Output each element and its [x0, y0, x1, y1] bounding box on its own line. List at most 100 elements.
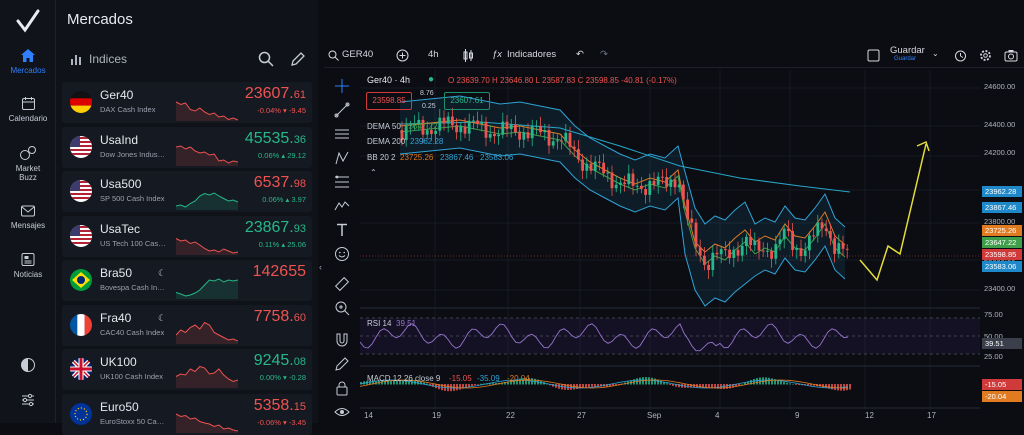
macd-histogram-bar	[750, 380, 752, 385]
candle-body	[488, 134, 492, 138]
candle-body	[724, 249, 727, 251]
rsi-tick: 25.00	[984, 352, 1003, 361]
instrument-row[interactable]: Bra50 ☾ Bovespa Cash In… 142655	[62, 260, 312, 301]
candle-body	[459, 126, 463, 133]
candle-body	[661, 176, 664, 178]
instrument-row[interactable]: Ger40 DAX Cash Index 23607.61 -0.04% ▾ -9.4…	[62, 82, 312, 123]
pattern-icon[interactable]	[334, 150, 350, 166]
sell-button[interactable]: 23598.85	[366, 92, 412, 110]
horizontal-lines-icon[interactable]	[334, 126, 350, 142]
collapse-panel-icon[interactable]: ‹	[319, 262, 322, 272]
interval-selector[interactable]: 4h	[428, 49, 439, 60]
search-icon[interactable]	[328, 50, 339, 61]
macd-histogram-bar	[708, 384, 710, 388]
candle-body	[820, 222, 824, 229]
macd-histogram-bar	[480, 383, 482, 385]
rsi-line	[359, 323, 849, 352]
home-icon	[21, 49, 35, 62]
add-symbol-icon[interactable]	[396, 49, 409, 62]
redo-icon[interactable]: ↷	[600, 49, 608, 60]
macd-histogram-bar	[591, 384, 593, 387]
chart-canvas[interactable]: 14 19 22 27 Sep 4 9 12 17	[359, 70, 980, 423]
edit-pencil-icon[interactable]	[290, 51, 306, 67]
fib-icon[interactable]	[334, 174, 350, 190]
layout-square-icon[interactable]	[867, 49, 880, 62]
pencil-lock-icon[interactable]	[334, 356, 350, 372]
dema50-label[interactable]: DEMA 50	[367, 122, 401, 131]
save-button[interactable]: Guardar	[890, 45, 925, 56]
lock-icon[interactable]	[334, 380, 350, 396]
chevron-up-icon[interactable]: ⌃	[370, 168, 377, 177]
price-tick: 24400.00	[984, 120, 1016, 129]
wave-icon[interactable]	[334, 198, 350, 214]
instrument-row[interactable]: Usa500 SP 500 Cash Index 6537.98 0.06% ▴ 3.…	[62, 171, 312, 212]
indicators-button[interactable]: Indicadores	[507, 49, 557, 60]
instrument-price: 5358.15	[253, 396, 306, 414]
search-icon[interactable]	[258, 51, 274, 67]
nav-messages[interactable]: Mensajes	[0, 204, 56, 230]
nav-calendar[interactable]: Calendario	[0, 96, 56, 123]
bb-lower-value: 23583.06	[480, 153, 514, 162]
symbol-selector[interactable]: GER40	[342, 49, 374, 60]
candle-body	[640, 185, 643, 189]
settings-sliders-icon[interactable]	[20, 392, 36, 408]
candle-body	[509, 124, 513, 130]
candle-body	[682, 184, 685, 200]
zoom-in-icon[interactable]	[334, 300, 350, 316]
bollinger-upper-line	[399, 95, 846, 228]
emoji-icon[interactable]	[334, 246, 350, 262]
crosshair-icon[interactable]	[334, 78, 350, 94]
trendline-icon[interactable]	[334, 102, 350, 118]
price-chart[interactable]: 14 19 22 27 Sep 4 9 12 17 Ger40 · 4h ● O 23639.7…	[359, 70, 980, 423]
macd-histogram-bar	[612, 384, 614, 387]
macd-histogram-bar	[522, 378, 524, 385]
buy-button[interactable]: 23607.61	[444, 92, 490, 110]
gear-icon[interactable]	[979, 49, 992, 62]
macd-histogram-bar	[369, 380, 371, 385]
camera-icon[interactable]	[1004, 49, 1018, 62]
nav-market-buzz[interactable]: Market Buzz	[0, 145, 56, 182]
candle-body	[472, 120, 475, 122]
macd-histogram-bar	[384, 381, 386, 385]
ruler-icon[interactable]	[334, 276, 350, 292]
candle-body	[719, 249, 723, 255]
undo-icon[interactable]: ↶	[576, 49, 584, 60]
nav-news[interactable]: Noticias	[0, 252, 56, 279]
instrument-row[interactable]: Euro50 EuroStoxx 50 Ca… 5358.15 -0.06% ▾ -3…	[62, 393, 312, 435]
macd-label[interactable]: MACD 12 26 close 9	[367, 374, 441, 383]
eye-icon[interactable]	[334, 404, 350, 420]
candle-body	[442, 117, 446, 124]
calendar-icon	[21, 97, 35, 110]
instrument-row[interactable]: Fra40 ☾ CAC40 Cash Index 7758.60	[62, 304, 312, 346]
bb-label[interactable]: BB 20 2	[367, 153, 396, 162]
projection-arrowhead	[916, 140, 930, 152]
macd-histogram-bar	[399, 380, 401, 385]
magnet-icon[interactable]	[334, 332, 350, 348]
logo-check-icon[interactable]	[14, 8, 42, 36]
time-tick: 9	[795, 411, 800, 420]
alert-clock-icon[interactable]	[954, 49, 967, 62]
instrument-price: 9245.08	[253, 352, 306, 369]
dema200-label[interactable]: DEMA 200	[367, 137, 406, 146]
macd-histogram-bar	[795, 384, 797, 385]
macd-histogram-bar	[405, 379, 407, 385]
instrument-row[interactable]: UsaTec US Tech 100 Cas… 23867.93 0.11% ▴ 25…	[62, 215, 312, 257]
macd-histogram-bar	[771, 378, 773, 385]
text-icon[interactable]	[334, 222, 350, 238]
price-axis[interactable]: 24600.0024400.0024200.0024000.0023800.00…	[980, 70, 1024, 423]
nav-markets[interactable]: Mercados	[0, 48, 56, 75]
chevron-down-icon[interactable]: ⌄	[932, 49, 939, 58]
instrument-row[interactable]: UK100 UK100 Cash Index 9245.08 0.00% ▾ -0.2…	[62, 349, 312, 390]
candle-body	[581, 159, 584, 171]
candle-body	[480, 121, 484, 124]
rsi-label[interactable]: RSI 14	[367, 319, 392, 328]
candle-body	[845, 248, 849, 250]
theme-toggle-icon[interactable]	[20, 357, 36, 373]
candles-icon[interactable]	[462, 49, 474, 62]
candle-body	[551, 141, 555, 146]
instrument-row[interactable]: UsaInd Dow Jones Indus… 45535.36 0.06% ▴ 29…	[62, 126, 312, 168]
fx-icon[interactable]: ƒx	[492, 49, 503, 60]
ohlc-readout: O 23639.70 H 23646.80 L 23587.83 C 23598…	[448, 76, 677, 85]
macd-histogram-bar	[519, 378, 521, 385]
candle-body	[732, 249, 736, 259]
